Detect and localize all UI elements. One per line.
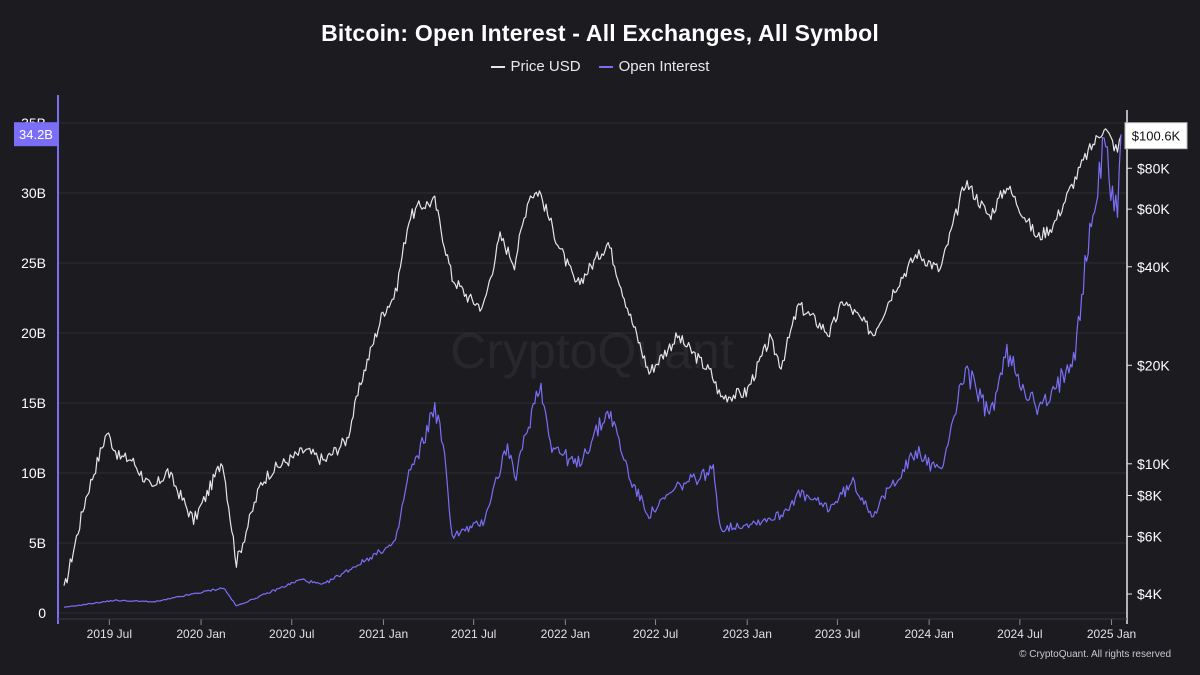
x-tick-label: 2024 Jul [997, 627, 1042, 641]
x-tick-label: 2019 Jul [87, 627, 132, 641]
y-left-tick-label: 30B [21, 185, 46, 201]
chart-legend: Price USD Open Interest [0, 58, 1200, 75]
grid-lines [58, 122, 1127, 614]
legend-swatch-open-interest [598, 65, 613, 68]
open-interest-current-badge [14, 122, 58, 147]
y-right-tick-label: $80K [1137, 160, 1170, 176]
x-tick-label: 2025 Jan [1087, 627, 1136, 641]
legend-swatch-price [490, 65, 505, 68]
x-tick-label: 2021 Jul [451, 627, 496, 641]
copyright-notice: © CryptoQuant. All rights reserved [1019, 649, 1171, 660]
y-right-tick-label: $60K [1137, 201, 1170, 217]
y-left-tick-label: 15B [21, 395, 46, 411]
x-tick-label: 2024 Jan [904, 627, 953, 641]
y-left-tick-label: 20B [21, 325, 46, 341]
x-tick-label: 2022 Jul [633, 627, 678, 641]
legend-label-open-interest: Open Interest [618, 58, 710, 75]
x-tick-label: 2021 Jan [359, 627, 408, 641]
y-right-tick-label: $40K [1137, 259, 1170, 275]
y-right-tick-label: $6K [1137, 528, 1163, 544]
y-left-tick-label: 25B [21, 255, 46, 271]
x-tick-label: 2020 Jan [176, 627, 225, 641]
y-left-tick-label: 5B [29, 535, 46, 551]
axes: 05B10B15B20B25B30B35B$4K$6K$8K$10K$20K$4… [21, 95, 1170, 641]
open-interest-current-label: 34.2B [19, 127, 53, 142]
x-tick-label: 2023 Jan [723, 627, 772, 641]
chart-title: Bitcoin: Open Interest - All Exchanges, … [321, 20, 879, 46]
price-current-label: $100.6K [1132, 129, 1181, 144]
legend-item-price[interactable]: Price USD [490, 58, 581, 75]
y-left-tick-label: 0 [38, 605, 46, 621]
y-right-tick-label: $8K [1137, 488, 1163, 504]
price-current-badge [1124, 122, 1188, 150]
y-right-tick-label: $20K [1137, 357, 1170, 373]
legend-label-price: Price USD [510, 58, 581, 75]
price-usd-line [63, 128, 1122, 586]
x-tick-label: 2020 Jul [269, 627, 314, 641]
series-lines [63, 128, 1122, 608]
watermark: CryptoQuant [450, 323, 734, 379]
open-interest-line [63, 134, 1122, 608]
y-right-tick-label: $10K [1137, 456, 1170, 472]
legend-item-open-interest[interactable]: Open Interest [598, 58, 710, 75]
current-value-labels: 34.2B $100.6K [14, 122, 1188, 150]
x-tick-label: 2022 Jan [541, 627, 590, 641]
y-right-tick-label: $4K [1137, 586, 1163, 602]
y-left-tick-label: 10B [21, 465, 46, 481]
x-tick-label: 2023 Jul [815, 627, 860, 641]
